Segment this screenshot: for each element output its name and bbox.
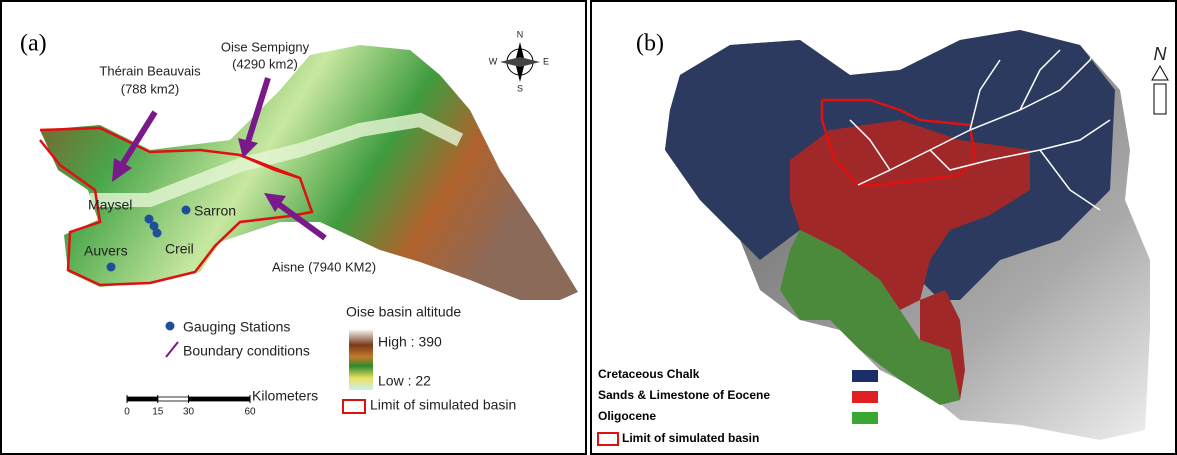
callout-area: (788 km2) — [121, 81, 180, 96]
scale-tick-label: 15 — [152, 407, 164, 418]
compass-label: S — [517, 83, 523, 93]
station-name: Auvers — [84, 243, 128, 259]
legend-dot — [166, 322, 175, 331]
legend-swatch — [852, 370, 878, 382]
legend-swatch — [852, 391, 878, 403]
station-name: Maysel — [88, 197, 132, 213]
legend-text: Oligocene — [598, 409, 656, 423]
scale-tick-label: 0 — [124, 407, 130, 418]
panel-label: (a) — [20, 31, 47, 57]
legend-arrow — [166, 342, 178, 357]
scale-segment — [189, 397, 251, 401]
compass-label: W — [489, 56, 498, 66]
legend-text: Cretaceous Chalk — [598, 367, 700, 381]
station-name: Sarron — [194, 203, 236, 219]
callout-area: (4290 km2) — [232, 56, 298, 71]
legend-text: Limit of simulated basin — [622, 431, 759, 445]
compass — [500, 42, 540, 82]
legend-text: Low : 22 — [378, 373, 431, 389]
altitude-ramp — [349, 330, 373, 390]
scale-tick-label: 30 — [183, 407, 195, 418]
callout-name: Oise Sempigny — [221, 39, 310, 54]
callout-name: Thérain Beauvais — [99, 63, 201, 78]
legend-title: Oise basin altitude — [346, 304, 461, 320]
legend-limit-box — [598, 433, 618, 445]
legend-text: Sands & Limestone of Eocene — [598, 388, 770, 402]
scale-segment — [127, 397, 158, 401]
figure: (a) Thérain Beauvais (788 km2) Oise Semp… — [0, 0, 1177, 455]
north-label: N — [1154, 44, 1168, 64]
compass-label: N — [517, 29, 524, 39]
legend-text: Gauging Stations — [183, 319, 290, 335]
scale-tick-label: 60 — [244, 407, 256, 418]
compass-label: E — [543, 56, 549, 66]
scale-segment — [158, 397, 189, 401]
legend-limit-box — [343, 400, 365, 413]
panel-label: (b) — [636, 31, 664, 57]
north-arrow — [1152, 66, 1168, 114]
callout-name: Aisne (7940 KM2) — [272, 259, 376, 274]
legend-text: Limit of simulated basin — [370, 397, 516, 413]
scale-bar: 0 15 30 60 — [124, 395, 256, 418]
legend-text: Boundary conditions — [183, 343, 310, 359]
legend-text: High : 390 — [378, 334, 442, 350]
scale-unit: Kilometers — [252, 388, 318, 404]
station-name: Creil — [165, 241, 194, 257]
legend-swatch — [852, 412, 878, 424]
